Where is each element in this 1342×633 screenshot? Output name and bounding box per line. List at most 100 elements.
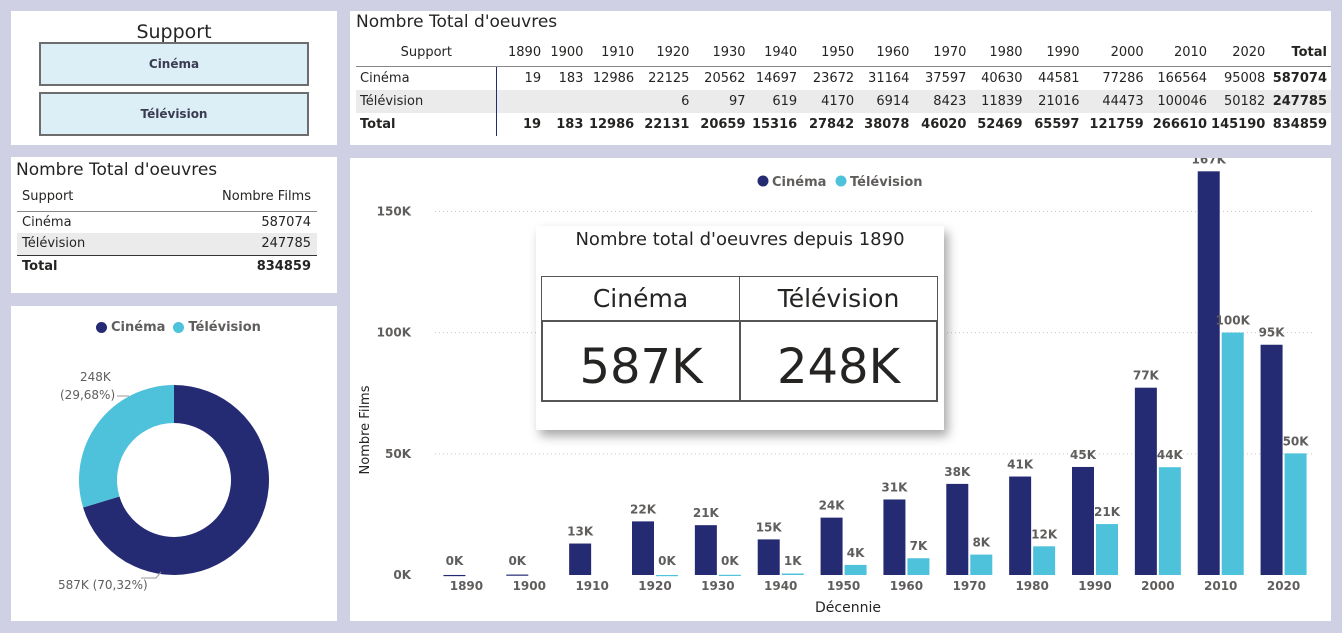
kpi-title: Nombre total d'oeuvres depuis 1890: [575, 229, 905, 250]
bar-cinema-1890[interactable]: [443, 574, 466, 577]
table-row: Cinéma 587074: [17, 211, 317, 233]
y-tick-label: 50K: [385, 447, 412, 461]
summary-cell: 587074: [261, 214, 311, 230]
bar-television-1980[interactable]: [1033, 546, 1056, 575]
bar-cinema-1960[interactable]: [883, 499, 906, 575]
matrix-cell: 22131: [644, 117, 690, 132]
legend-dot-cinema: [96, 322, 107, 333]
matrix-header-cell: Total: [1269, 38, 1331, 67]
matrix-cell: 38078: [864, 117, 910, 132]
x-tick-label: 1930: [701, 579, 734, 593]
matrix-cell: 834859: [1272, 117, 1327, 132]
summary-cell: Cinéma: [22, 214, 72, 230]
legend-label-cinema: Cinéma: [111, 320, 166, 335]
data-label: 21K: [1094, 505, 1121, 519]
data-label: 38K: [944, 465, 971, 479]
y-tick-label: 0K: [393, 568, 411, 582]
bar-cinema-1950[interactable]: [820, 517, 843, 575]
matrix-cell: 619: [772, 94, 798, 109]
matrix-cell: 8423: [933, 94, 967, 109]
bar-cinema-2020[interactable]: [1260, 344, 1283, 575]
bar-cinema-1990[interactable]: [1072, 466, 1094, 575]
kpi-label-cinema: Cinéma: [542, 277, 740, 321]
matrix-header-cell: 2000: [1083, 38, 1148, 67]
matrix-cell: 20659: [700, 117, 746, 132]
bar-television-1970[interactable]: [970, 554, 993, 575]
bar-television-1950[interactable]: [844, 564, 867, 575]
donut-label-tv-pct: (29,68%): [60, 388, 115, 402]
donut-slice-television[interactable]: [78, 385, 174, 508]
table-row: Télévision 247785: [17, 233, 317, 255]
legend-label-television: Télévision: [188, 320, 261, 335]
legend-dot-television: [835, 175, 847, 187]
matrix-cell: [587, 90, 638, 113]
bar-television-2010[interactable]: [1221, 332, 1244, 575]
matrix-cell: 12986: [592, 71, 635, 86]
data-label: 0K: [446, 554, 464, 568]
matrix-cell: 266610: [1152, 117, 1208, 132]
bar-cinema-1900[interactable]: [506, 574, 529, 576]
matrix-cell: [545, 90, 587, 113]
bar-cinema-1980[interactable]: [1009, 476, 1032, 575]
x-tick-label: 2000: [1141, 579, 1174, 593]
bar-television-1990[interactable]: [1096, 524, 1118, 575]
matrix-cell: 21016: [1038, 94, 1080, 109]
bar-television-1930[interactable]: [718, 574, 741, 576]
bar-cinema-1910[interactable]: [569, 543, 592, 575]
x-tick-label: 1990: [1078, 579, 1111, 593]
bar-cinema-2010[interactable]: [1197, 171, 1220, 575]
summary-cell: 247785: [261, 236, 311, 252]
matrix-cell: 40630: [981, 71, 1023, 86]
matrix-cell: 23672: [812, 71, 855, 86]
slicer-option-cinema[interactable]: Cinéma: [39, 42, 309, 86]
matrix-cell: 121759: [1089, 117, 1144, 132]
x-tick-label: 1890: [450, 579, 483, 593]
matrix-header-cell: 1940: [749, 38, 802, 67]
donut-chart: 248K (29,68%) 587K (70,32%): [58, 370, 269, 592]
bar-cinema-1920[interactable]: [632, 521, 654, 575]
matrix-header-cell: 2020: [1211, 38, 1270, 67]
summary-header-support: Support: [22, 189, 74, 205]
matrix-cell: 52469: [977, 117, 1023, 132]
matrix-cell: Cinéma: [356, 66, 498, 90]
bar-cinema-1940[interactable]: [757, 539, 780, 575]
matrix-cell: 587074: [1272, 71, 1327, 86]
slicer-option-television[interactable]: Télévision: [39, 92, 309, 136]
matrix-cell: 183: [556, 117, 584, 132]
x-tick-label: 1950: [827, 579, 860, 593]
data-label: 0K: [658, 554, 676, 568]
bar-cinema-2000[interactable]: [1134, 387, 1157, 575]
matrix-cell: 50182: [1223, 94, 1266, 109]
legend-label-television: Télévision: [850, 175, 923, 190]
matrix-header-cell: 1960: [858, 38, 914, 67]
data-label: 41K: [1007, 458, 1034, 472]
matrix-cell: 166564: [1157, 71, 1208, 86]
bar-cinema-1930[interactable]: [694, 525, 717, 575]
matrix-cell: 183: [558, 71, 584, 86]
x-tick-label: 1940: [764, 579, 797, 593]
data-label: 45K: [1070, 448, 1097, 462]
donut-slice-cinema[interactable]: [83, 385, 269, 575]
donut-chart-panel: Cinéma Télévision 248K (29,68%) 587K (70…: [11, 306, 337, 621]
matrix-table-panel: Nombre Total d'oeuvres Support 1890 1900 19…: [350, 11, 1331, 145]
bar-cinema-1970[interactable]: [946, 483, 969, 575]
bar-television-2020[interactable]: [1284, 453, 1307, 575]
x-tick-label: 2010: [1204, 579, 1237, 593]
matrix-cell: 6914: [876, 94, 910, 109]
bar-television-2000[interactable]: [1158, 467, 1181, 575]
data-label: 13K: [567, 525, 594, 539]
donut-legend: Cinéma Télévision: [96, 320, 261, 335]
data-label: 0K: [508, 554, 526, 568]
matrix-cell: 46020: [921, 117, 967, 132]
matrix-cell: 31164: [868, 71, 910, 86]
bar-television-1920[interactable]: [656, 574, 678, 577]
bar-television-1960[interactable]: [907, 558, 930, 575]
slicer-title: Support: [136, 21, 212, 43]
donut-label-tv: 248K: [80, 370, 112, 384]
table-row: Cinéma 19 183 12986 22125 20562 14697 23672 3116…: [356, 66, 1331, 90]
data-label: 12K: [1031, 527, 1058, 541]
bar-television-1940[interactable]: [781, 573, 804, 575]
kpi-value-cinema: 587K: [542, 321, 740, 401]
matrix-title: Nombre Total d'oeuvres: [356, 12, 558, 32]
